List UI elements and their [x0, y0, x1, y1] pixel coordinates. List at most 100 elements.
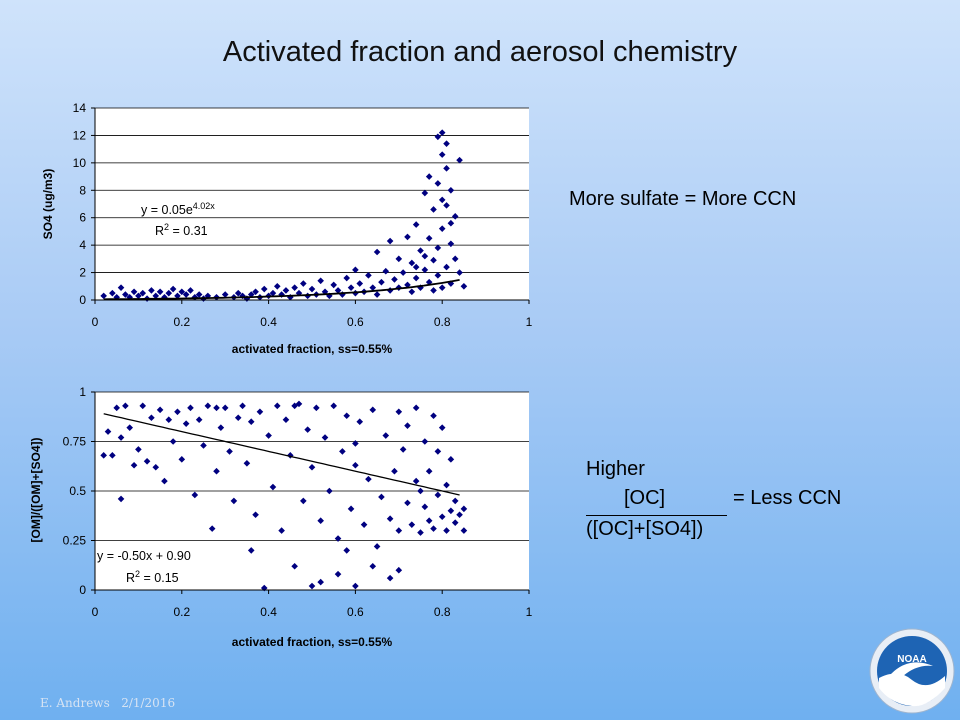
data-point — [152, 292, 160, 300]
data-point — [352, 266, 359, 274]
data-point — [417, 529, 424, 536]
data-point — [317, 517, 324, 524]
data-point — [447, 280, 455, 287]
x-axis-label: activated fraction, ss=0.55% — [232, 635, 393, 649]
plot-area — [95, 108, 529, 300]
data-point — [113, 404, 120, 412]
data-point — [117, 284, 125, 291]
data-point — [334, 535, 342, 542]
data-point — [425, 234, 433, 242]
noaa-logo: NOAA — [869, 628, 955, 714]
data-point — [169, 438, 177, 445]
data-point — [425, 517, 433, 524]
data-point — [217, 424, 225, 431]
data-point — [300, 497, 307, 505]
data-point — [412, 263, 420, 271]
data-point — [100, 292, 107, 300]
data-point — [352, 582, 359, 590]
data-point — [234, 289, 242, 297]
data-point — [438, 424, 446, 431]
data-point — [460, 282, 468, 290]
data-point — [438, 196, 446, 204]
r-squared-label: R2 = 0.31 — [155, 222, 208, 238]
trendline-equation: y = 0.05e4.02x — [141, 201, 215, 217]
organic-chart-svg: 0 0.25 0.5 0.75 1 0 0.2 0.4 0.6 0.8 1 y = -0.50x +… — [29, 385, 533, 649]
data-point — [317, 277, 324, 285]
data-point — [287, 452, 294, 459]
data-point — [412, 221, 420, 228]
y-tick-label: 10 — [73, 156, 87, 170]
data-point — [421, 189, 429, 197]
data-point — [213, 467, 220, 475]
data-point — [386, 237, 394, 245]
data-point — [456, 156, 463, 164]
data-point — [282, 287, 290, 294]
data-point — [404, 499, 411, 507]
data-point — [460, 527, 468, 534]
data-point — [243, 295, 251, 302]
sulfate-note: More sulfate = More CCN — [569, 188, 797, 210]
x-tick-label: 0.8 — [434, 315, 451, 329]
data-point — [326, 487, 333, 495]
data-point — [360, 521, 368, 528]
data-point — [456, 269, 463, 276]
data-point — [273, 402, 281, 410]
data-point — [317, 578, 324, 586]
y-tick-label: 0 — [79, 293, 86, 307]
data-point — [417, 284, 424, 291]
data-point — [451, 255, 459, 263]
data-point — [391, 276, 398, 283]
data-point — [334, 287, 342, 294]
footer-author: E. Andrews — [40, 696, 110, 710]
footer: E. Andrews 2/1/2016 — [40, 696, 175, 710]
data-point — [109, 289, 116, 297]
data-point — [174, 292, 181, 300]
trendline-equation: y = -0.50x + 0.90 — [97, 549, 191, 563]
y-tick-label: 14 — [73, 101, 87, 115]
less-ccn-note: = Less CCN — [733, 487, 842, 509]
data-point — [434, 448, 442, 455]
data-point — [260, 285, 268, 293]
x-tick-label: 1 — [526, 315, 533, 329]
data-point — [295, 289, 303, 297]
data-point — [308, 582, 316, 590]
data-point — [443, 202, 450, 209]
data-point — [343, 274, 351, 282]
slide-title: Activated fraction and aerosol chemistry — [222, 36, 738, 68]
data-point — [373, 543, 381, 550]
data-point — [252, 288, 259, 296]
data-point — [412, 274, 420, 282]
data-point — [404, 233, 411, 241]
data-point — [460, 505, 468, 513]
data-point — [408, 521, 416, 528]
data-point — [430, 206, 437, 213]
data-point — [404, 281, 411, 289]
x-tick-label: 0.6 — [347, 315, 364, 329]
data-point — [443, 165, 450, 172]
y-axis-label: [OM]/([OM]+[SO4]) — [29, 438, 43, 543]
data-point — [247, 547, 255, 554]
data-point — [438, 225, 446, 232]
data-point — [421, 438, 429, 445]
data-point — [408, 259, 416, 267]
data-point — [195, 291, 203, 298]
x-tick-label: 0.8 — [434, 605, 451, 619]
logo-text: NOAA — [897, 654, 926, 665]
sulfate-chart-svg: 0 2 4 6 8 10 12 14 0 0.2 0.4 0.6 0.8 1 y = 0.05e4.02x… — [41, 101, 533, 356]
data-point — [343, 547, 351, 554]
data-point — [412, 477, 420, 485]
x-tick-label: 0.4 — [260, 605, 277, 619]
x-tick-label: 0 — [92, 315, 99, 329]
data-point — [438, 151, 446, 158]
data-point — [365, 475, 372, 483]
y-tick-label: 6 — [79, 211, 86, 225]
data-point — [130, 461, 138, 469]
data-point — [130, 288, 138, 296]
data-point — [291, 284, 298, 291]
data-point — [417, 247, 424, 254]
x-tick-label: 0.6 — [347, 605, 364, 619]
data-point — [122, 291, 129, 298]
data-point — [430, 287, 437, 294]
data-point — [378, 493, 385, 501]
data-point — [408, 288, 416, 296]
